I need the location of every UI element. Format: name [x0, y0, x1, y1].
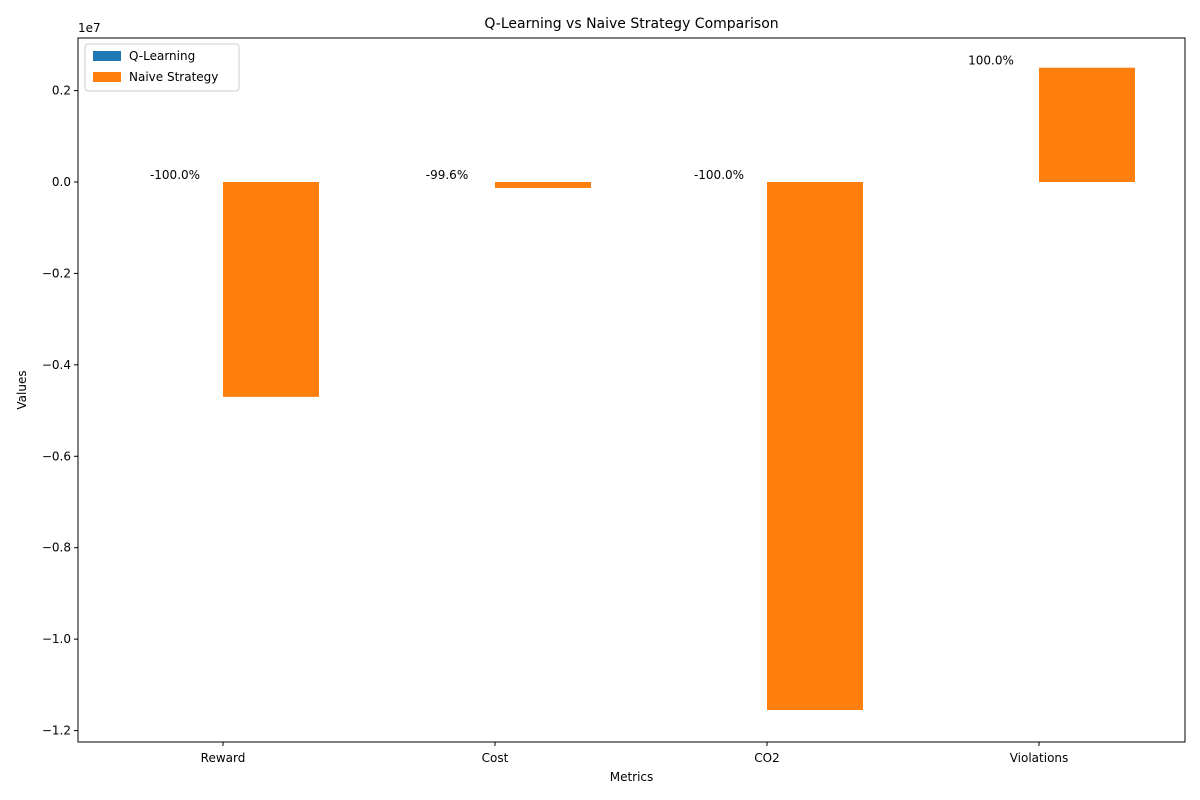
- legend-label-q-learning: Q-Learning: [129, 49, 195, 63]
- y-tick-label: −0.4: [42, 358, 71, 372]
- x-tick-label: Reward: [201, 751, 246, 765]
- data-label: -100.0%: [694, 168, 744, 182]
- legend: Q-Learning Naive Strategy: [84, 43, 240, 92]
- legend-swatch-naive-strategy: [93, 72, 121, 82]
- data-label: -100.0%: [150, 168, 200, 182]
- y-tick-label: −0.8: [42, 541, 71, 555]
- y-axis-label: Values: [15, 370, 29, 409]
- bar-naive-strategy-cost: [495, 182, 591, 188]
- y-tick-label: −0.6: [42, 449, 71, 463]
- x-axis-label: Metrics: [610, 770, 654, 784]
- x-tick-label: Cost: [482, 751, 509, 765]
- y-axis-scale-label: 1e7: [78, 21, 101, 35]
- bar-naive-strategy-co2: [767, 182, 863, 710]
- y-tick-label: −1.2: [42, 724, 71, 738]
- data-labels-group: -100.0% -99.6% -100.0% 100.0%: [150, 54, 1014, 182]
- x-tick-label: Violations: [1010, 751, 1069, 765]
- bars-group: [223, 67, 1135, 710]
- bar-naive-strategy-reward: [223, 182, 319, 397]
- bar-naive-strategy-violations: [1039, 67, 1135, 182]
- legend-box: [84, 43, 240, 92]
- y-tick-label: −0.2: [42, 266, 71, 280]
- y-tick-label: 0.2: [52, 84, 71, 98]
- x-tick-label: CO2: [754, 751, 779, 765]
- plot-frame: [77, 37, 1186, 743]
- y-tick-label: −1.0: [42, 632, 71, 646]
- y-tick-label: 0.0: [52, 175, 71, 189]
- data-label: -99.6%: [426, 168, 468, 182]
- chart-title: Q-Learning vs Naive Strategy Comparison: [484, 16, 778, 32]
- y-axis: −1.2 −1.0 −0.8 −0.6 −0.4 −0.2 0.0 0.2: [42, 84, 78, 738]
- legend-swatch-q-learning: [93, 51, 121, 61]
- legend-label-naive-strategy: Naive Strategy: [129, 70, 218, 84]
- data-label: 100.0%: [968, 54, 1014, 68]
- x-axis: Reward Cost CO2 Violations: [201, 742, 1069, 765]
